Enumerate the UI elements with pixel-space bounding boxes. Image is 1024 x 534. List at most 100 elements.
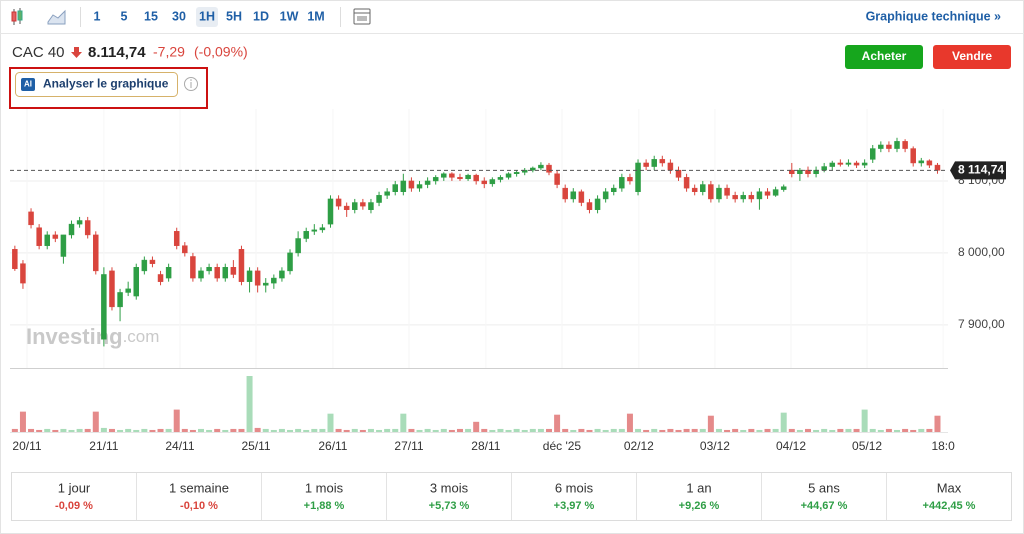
period-label: 3 mois: [430, 480, 469, 495]
volume-bar: [675, 429, 682, 432]
volume-bar: [359, 429, 366, 432]
candle-body: [805, 169, 811, 174]
period-cell[interactable]: Max +442,45 %: [923, 480, 976, 511]
candle-body: [360, 202, 366, 207]
period-cell[interactable]: 1 mois +1,88 %: [304, 480, 345, 511]
volume-bar: [440, 428, 447, 432]
candle-body: [861, 162, 868, 166]
interval-button[interactable]: 5H: [226, 9, 242, 23]
period-cell[interactable]: 1 jour -0,09 %: [55, 480, 93, 511]
sell-button[interactable]: Vendre: [933, 45, 1011, 69]
period-change: +1,88 %: [304, 500, 345, 512]
volume-bar: [108, 428, 115, 432]
candle-icon[interactable]: [11, 8, 23, 25]
interval-button[interactable]: 1: [94, 9, 101, 23]
volume-bar: [181, 428, 188, 432]
interval-label: 1D: [253, 9, 269, 23]
interval-button[interactable]: 15: [144, 9, 158, 23]
candle-body: [182, 245, 188, 254]
volume-bar: [465, 428, 472, 432]
volume-bar: [894, 429, 901, 432]
candle-body: [586, 202, 593, 210]
watermark-brand: Investing: [26, 324, 123, 349]
interval-button[interactable]: 1M: [307, 9, 324, 23]
candle-body: [44, 234, 50, 246]
period-cell[interactable]: 1 semaine -0,10 %: [169, 480, 229, 511]
candle-body: [473, 174, 479, 182]
volume-bar: [481, 428, 488, 432]
period-label: 1 mois: [305, 480, 344, 495]
volume-bar: [756, 429, 763, 432]
candle-body: [424, 180, 431, 185]
candle-body: [764, 191, 771, 196]
last-price-label: 8 114,74: [958, 163, 1004, 177]
candle-body: [392, 184, 398, 192]
volume-bar: [376, 429, 383, 432]
candle-body: [910, 148, 916, 164]
buy-button[interactable]: Acheter: [845, 45, 923, 69]
candle-body: [368, 202, 374, 210]
candle-body: [319, 227, 326, 231]
volume-bar: [699, 428, 706, 432]
period-cell[interactable]: 5 ans +44,67 %: [801, 480, 848, 511]
price: 8.114,74: [88, 44, 146, 61]
change-pct: (-0,09%): [194, 44, 248, 60]
candle-body: [335, 198, 342, 207]
volume-bar: [214, 428, 221, 432]
candle-body: [869, 148, 876, 160]
candle-body: [432, 177, 439, 182]
volume-bar: [222, 429, 229, 432]
candle-body: [133, 267, 140, 297]
volume-bar: [84, 428, 91, 432]
candle-body: [845, 162, 852, 165]
x-tick-label: 03/12: [700, 439, 730, 453]
candle-body: [635, 162, 641, 192]
period-cell[interactable]: 6 mois +3,97 %: [554, 480, 595, 511]
period-change: +5,73 %: [429, 500, 470, 512]
volume-bar: [715, 428, 722, 432]
candle-body: [12, 249, 18, 269]
area-icon[interactable]: [47, 9, 66, 25]
candle-body: [157, 274, 164, 282]
ai-button[interactable]: AI Analyser le graphique: [15, 72, 178, 97]
candle-body: [271, 277, 277, 284]
interval-label: 1W: [280, 9, 299, 23]
period-cell[interactable]: 1 an +9,26 %: [679, 480, 720, 511]
info-icon[interactable]: [184, 77, 198, 91]
volume-bar: [497, 428, 504, 432]
period-cell[interactable]: 3 mois +5,73 %: [429, 480, 470, 511]
interval-button[interactable]: 5: [121, 9, 128, 23]
technical-link[interactable]: Graphique technique »: [866, 9, 1001, 23]
volume-bar: [52, 429, 59, 432]
candle-body: [230, 267, 237, 275]
candle-body: [619, 177, 625, 189]
period-label: 5 ans: [808, 480, 840, 495]
interval-button[interactable]: 30: [172, 9, 186, 23]
volume-bar: [578, 428, 585, 432]
volume-bar: [707, 415, 714, 432]
interval-button[interactable]: 1H: [196, 7, 218, 27]
change: -7,29: [153, 44, 185, 60]
volume-bar: [869, 428, 876, 432]
x-tick-label: 02/12: [624, 439, 654, 453]
volume-bar: [902, 428, 909, 432]
candle-body: [311, 229, 318, 232]
candle-body: [789, 169, 795, 174]
volume-bar: [254, 427, 261, 432]
volume-bar: [246, 376, 253, 432]
candle-body: [886, 144, 892, 149]
candle-body: [780, 186, 787, 190]
volume-bar: [424, 428, 431, 432]
volume-bar: [554, 414, 561, 432]
interval-button[interactable]: 1D: [253, 9, 269, 23]
candle-body: [352, 202, 358, 210]
interval-button[interactable]: 1W: [280, 9, 299, 23]
volume-bar: [521, 429, 528, 432]
volume-bar: [764, 428, 771, 432]
candle-body: [76, 220, 83, 225]
layout-icon[interactable]: [353, 8, 371, 25]
candle-body: [101, 274, 107, 340]
volume-bar: [133, 429, 140, 432]
volume-bar: [918, 428, 925, 432]
